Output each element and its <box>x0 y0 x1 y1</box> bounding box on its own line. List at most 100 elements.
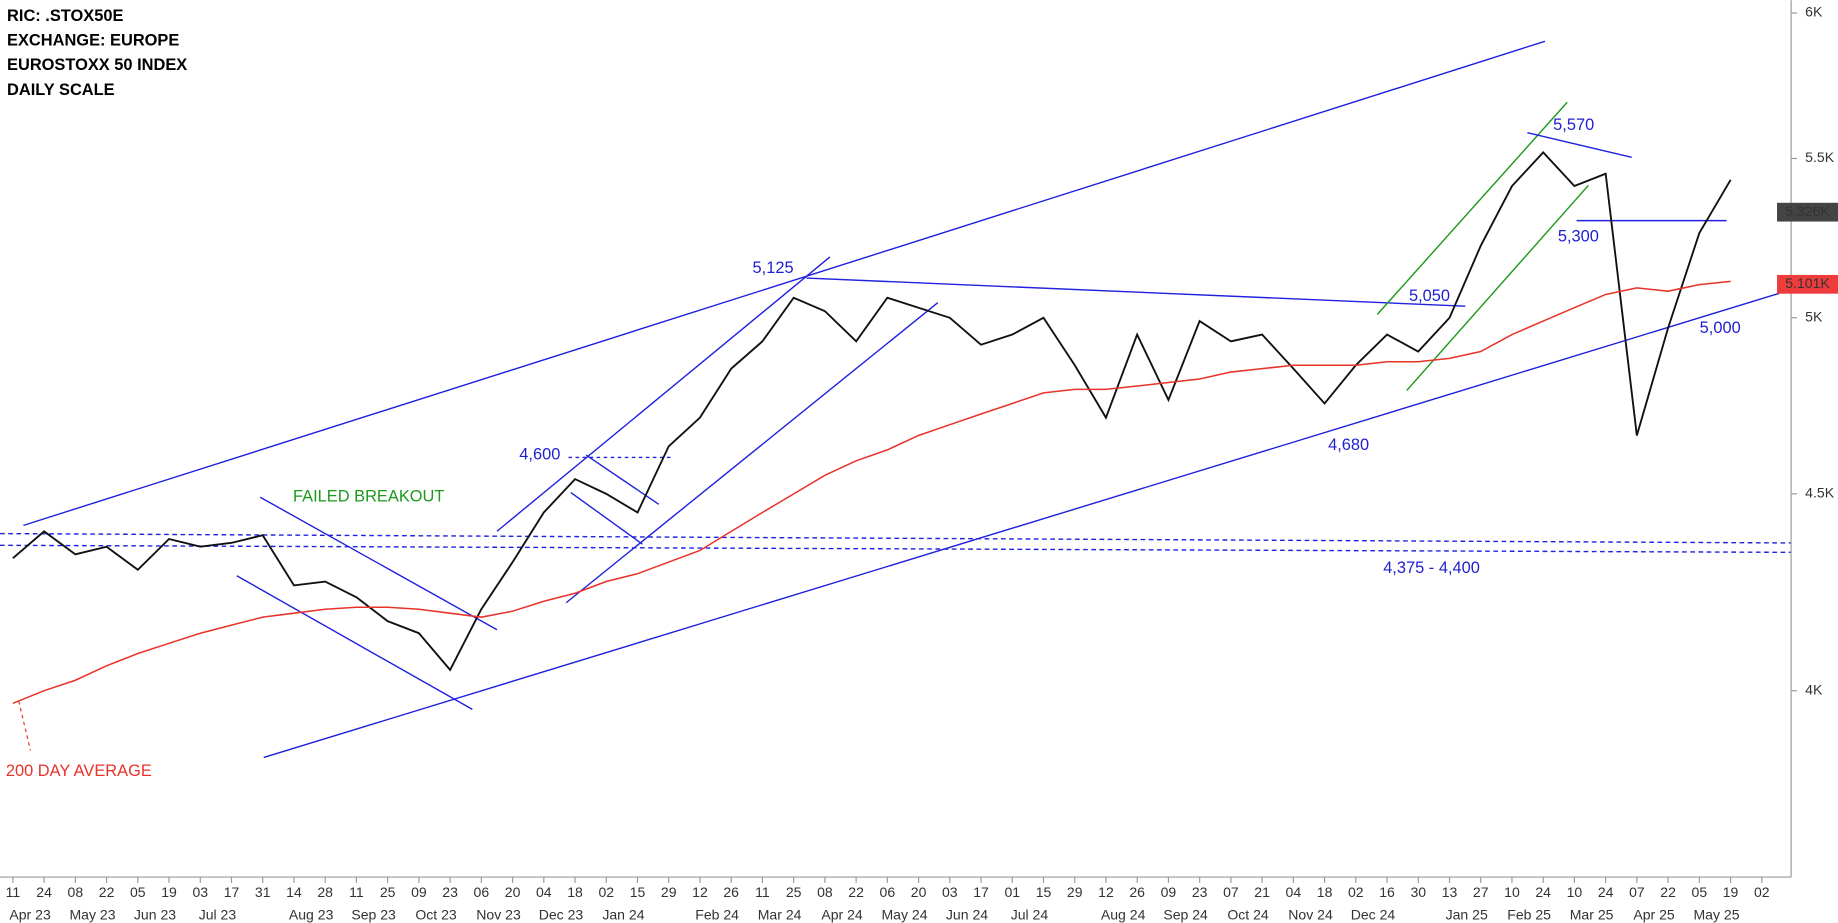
annotation: 5,000 <box>1700 319 1741 337</box>
x-tick-label: 02 <box>598 884 614 900</box>
x-tick-label: 19 <box>1723 884 1739 900</box>
annotation: FAILED BREAKOUT <box>293 488 444 506</box>
month-label: Nov 23 <box>476 906 521 922</box>
last-value-label: 5.101K <box>1785 275 1830 291</box>
month-label: Jul 24 <box>1011 906 1049 922</box>
month-label: Sep 24 <box>1163 906 1208 922</box>
x-tick-label: 04 <box>1286 884 1302 900</box>
month-label: Mar 24 <box>758 906 802 922</box>
month-label: Dec 24 <box>1351 906 1396 922</box>
y-tick-label: 5K <box>1805 308 1823 324</box>
y-tick-label: 6K <box>1805 4 1823 20</box>
annotation: 5,570 <box>1553 116 1594 134</box>
x-tick-label: 09 <box>411 884 427 900</box>
x-tick-label: 02 <box>1348 884 1364 900</box>
x-tick-label: 11 <box>349 884 364 900</box>
green-channel-top <box>1376 101 1568 315</box>
annotation: 4,375 - 4,400 <box>1383 559 1480 577</box>
rising-channel-bottom <box>565 302 939 604</box>
triangle-top <box>806 277 1466 307</box>
upper-channel <box>23 40 1546 527</box>
x-tick-label: 08 <box>68 884 84 900</box>
month-label: May 25 <box>1693 906 1739 922</box>
header-line: RIC: .STOX50E <box>7 7 123 25</box>
x-tick-label: 05 <box>1692 884 1708 900</box>
annotation: 5,125 <box>753 259 794 277</box>
month-label: Mar 25 <box>1570 906 1614 922</box>
green-channel-bottom <box>1406 184 1589 392</box>
x-tick-label: 31 <box>255 884 271 900</box>
month-label: Apr 24 <box>821 906 863 922</box>
average-pointer <box>18 701 32 751</box>
x-tick-label: 22 <box>848 884 864 900</box>
annotation: 200 DAY AVERAGE <box>6 762 152 780</box>
x-tick-label: 06 <box>880 884 896 900</box>
x-tick-label: 05 <box>130 884 146 900</box>
month-label: Oct 23 <box>415 906 457 922</box>
y-tick-label: 4K <box>1805 681 1823 697</box>
month-label: Apr 25 <box>1633 906 1675 922</box>
rising-channel-top <box>496 256 831 532</box>
x-tick-label: 21 <box>1254 884 1270 900</box>
breakout-channel-bottom <box>236 575 473 711</box>
level-4400 <box>0 532 1792 544</box>
x-tick-label: 24 <box>1535 884 1551 900</box>
x-tick-label: 22 <box>99 884 115 900</box>
x-tick-label: 03 <box>942 884 958 900</box>
month-label: Sep 23 <box>351 906 396 922</box>
x-tick-label: 17 <box>973 884 989 900</box>
x-tick-label: 10 <box>1504 884 1520 900</box>
x-tick-label: 22 <box>1660 884 1676 900</box>
x-tick-label: 14 <box>286 884 302 900</box>
month-label: Jan 25 <box>1446 906 1488 922</box>
annotation: 4,600 <box>519 445 560 463</box>
month-label: Aug 23 <box>289 906 334 922</box>
x-tick-label: 18 <box>1317 884 1333 900</box>
month-label: May 23 <box>69 906 115 922</box>
month-label: Nov 24 <box>1288 906 1333 922</box>
x-tick-label: 28 <box>317 884 333 900</box>
x-tick-label: 26 <box>723 884 739 900</box>
x-tick-label: 24 <box>36 884 52 900</box>
x-tick-label: 11 <box>6 884 21 900</box>
x-tick-label: 30 <box>1410 884 1426 900</box>
level-4375 <box>0 544 1792 554</box>
x-tick-label: 16 <box>1379 884 1395 900</box>
x-tick-label: 27 <box>1473 884 1489 900</box>
x-tick-label: 08 <box>817 884 833 900</box>
x-tick-label: 29 <box>1067 884 1083 900</box>
month-label: Jul 23 <box>199 906 237 922</box>
x-tick-label: 10 <box>1567 884 1583 900</box>
month-label: Feb 25 <box>1507 906 1551 922</box>
annotation: 5,300 <box>1558 227 1599 245</box>
x-tick-label: 01 <box>1004 884 1020 900</box>
flag-top <box>585 454 660 505</box>
x-tick-label: 12 <box>692 884 708 900</box>
lower-trendline <box>263 292 1780 759</box>
x-tick-label: 25 <box>786 884 802 900</box>
x-tick-label: 12 <box>1098 884 1114 900</box>
last-value-tag <box>1777 274 1838 294</box>
x-tick-label: 15 <box>630 884 646 900</box>
month-label: Dec 23 <box>539 906 584 922</box>
x-tick-label: 07 <box>1223 884 1239 900</box>
series-line <box>12 280 1731 705</box>
month-label: Apr 23 <box>9 906 51 922</box>
y-tick-label: 5.5K <box>1805 149 1835 165</box>
x-tick-label: 25 <box>380 884 396 900</box>
x-tick-label: 23 <box>1192 884 1208 900</box>
flag-bottom <box>570 491 643 545</box>
x-tick-label: 29 <box>661 884 677 900</box>
top-line <box>1527 132 1632 159</box>
x-tick-label: 11 <box>755 884 770 900</box>
x-tick-label: 23 <box>442 884 458 900</box>
month-label: Jun 23 <box>134 906 176 922</box>
x-tick-label: 20 <box>911 884 927 900</box>
last-value-label: 5.326K <box>1785 203 1830 219</box>
breakout-channel-top <box>259 496 498 631</box>
x-tick-label: 26 <box>1129 884 1145 900</box>
month-label: Jun 24 <box>946 906 988 922</box>
month-label: Feb 24 <box>695 906 739 922</box>
x-tick-label: 19 <box>161 884 177 900</box>
